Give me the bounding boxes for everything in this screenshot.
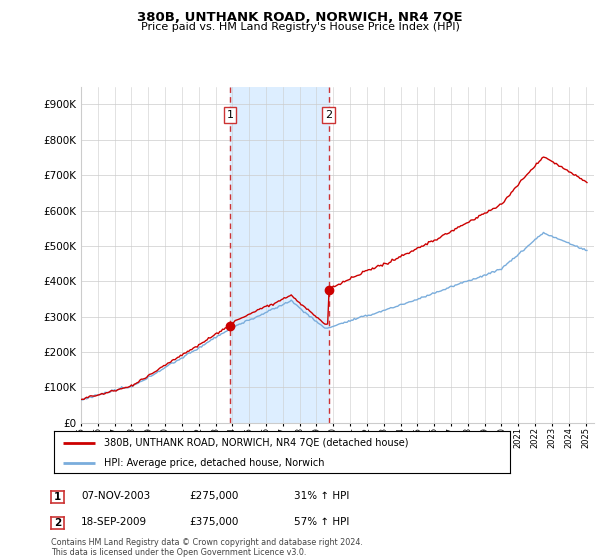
Text: HPI: Average price, detached house, Norwich: HPI: Average price, detached house, Norw…	[104, 458, 325, 468]
Text: 380B, UNTHANK ROAD, NORWICH, NR4 7QE: 380B, UNTHANK ROAD, NORWICH, NR4 7QE	[137, 11, 463, 24]
Text: 07-NOV-2003: 07-NOV-2003	[81, 491, 150, 501]
Text: £275,000: £275,000	[189, 491, 238, 501]
Bar	[230, 87, 329, 423]
Text: 57% ↑ HPI: 57% ↑ HPI	[294, 517, 349, 527]
Text: 18-SEP-2009: 18-SEP-2009	[81, 517, 147, 527]
Text: 2: 2	[54, 518, 61, 528]
Text: Contains HM Land Registry data © Crown copyright and database right 2024.
This d: Contains HM Land Registry data © Crown c…	[51, 538, 363, 557]
Text: 1: 1	[54, 492, 61, 502]
Text: 1: 1	[226, 110, 233, 120]
Text: £375,000: £375,000	[189, 517, 238, 527]
Text: 31% ↑ HPI: 31% ↑ HPI	[294, 491, 349, 501]
Text: 2: 2	[325, 110, 332, 120]
Text: 380B, UNTHANK ROAD, NORWICH, NR4 7QE (detached house): 380B, UNTHANK ROAD, NORWICH, NR4 7QE (de…	[104, 438, 409, 448]
Text: Price paid vs. HM Land Registry's House Price Index (HPI): Price paid vs. HM Land Registry's House …	[140, 22, 460, 32]
